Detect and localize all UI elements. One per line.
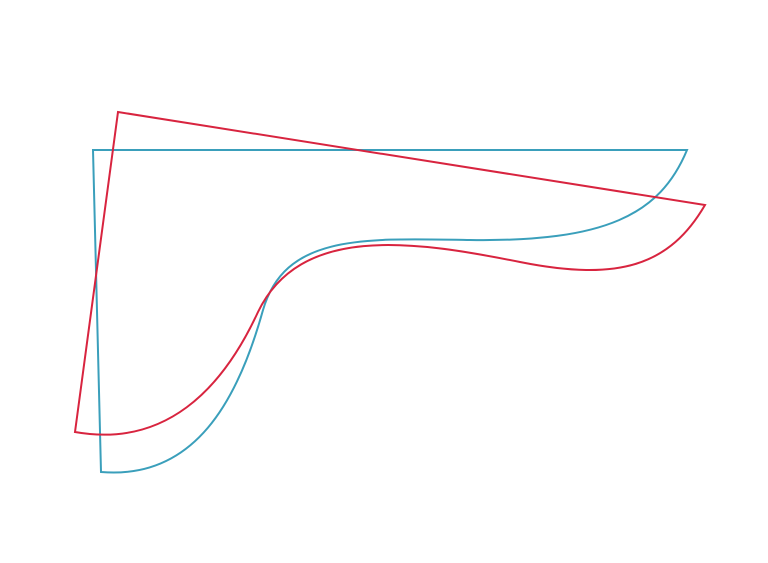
red-outline-shape (73, 110, 707, 436)
blue-outline-shape (91, 149, 689, 474)
